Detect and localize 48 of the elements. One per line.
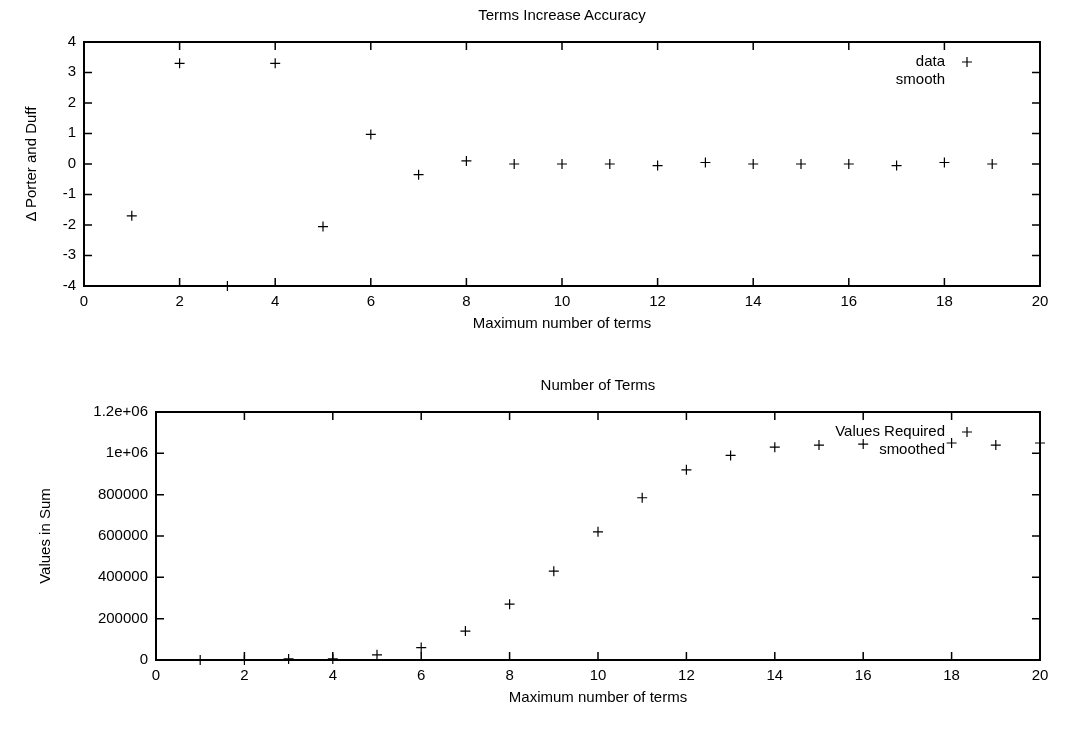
x-tick-label: 18 (936, 292, 953, 309)
x-axis-title: Maximum number of terms (472, 314, 652, 331)
x-tick-label: 2 (240, 666, 249, 683)
x-tick-label: 8 (505, 666, 514, 683)
text: smoothed (879, 439, 945, 457)
x-tick-label: 8 (462, 292, 471, 309)
y-tick-label: 1 (67, 123, 76, 141)
x-tick-label: 14 (744, 292, 762, 309)
x-tick-label: 6 (417, 666, 426, 683)
x-tick-label: 16 (840, 292, 858, 309)
x-tick-label: 18 (943, 666, 960, 683)
y-tick-label: -3 (62, 245, 76, 263)
y-tick-label: -4 (62, 275, 76, 293)
x-tick-label: 4 (271, 292, 280, 309)
y-tick-label: 600000 (97, 525, 148, 543)
y-tick-label: 1.2e+06 (93, 401, 148, 419)
x-tick-label: 4 (328, 666, 337, 683)
x-tick-label: 14 (766, 666, 784, 683)
y-tick-label: 4 (67, 31, 76, 49)
y-tick-label: -2 (62, 214, 76, 232)
chart-title: Terms Increase Accuracy (478, 6, 647, 23)
y-tick-label: 2 (67, 92, 76, 110)
y-tick-label: 400000 (97, 567, 148, 585)
legend-label: data (915, 51, 946, 69)
chart-title: Number of Terms (540, 376, 656, 393)
x-tick-label: 12 (649, 292, 666, 309)
y-tick-label: 0 (67, 153, 76, 171)
x-tick-label: 10 (589, 666, 607, 683)
x-tick-label: 10 (553, 292, 571, 309)
text: smooth (895, 69, 945, 87)
x-tick-label: 12 (678, 666, 695, 683)
x-tick-label: 0 (79, 292, 89, 309)
y-tick-label: -1 (62, 184, 76, 202)
y-tick-label: 1e+06 (105, 443, 148, 461)
x-tick-label: 0 (151, 666, 161, 683)
x-tick-label: 2 (175, 292, 184, 309)
y-tick-label: 200000 (97, 608, 148, 626)
x-tick-label: 6 (366, 292, 375, 309)
y-tick-label: 3 (67, 62, 76, 80)
x-tick-label: 16 (854, 666, 872, 683)
y-axis-title: Δ Porter and Duff (22, 105, 39, 222)
y-tick-label: 800000 (97, 484, 148, 502)
x-tick-label: 20 (1031, 666, 1049, 683)
x-tick-label: 20 (1031, 292, 1049, 309)
y-axis-title: Values in Sum (36, 488, 53, 584)
x-axis-title: Maximum number of terms (508, 688, 688, 705)
legend-label: Values Required (835, 421, 945, 439)
y-tick-label: 0 (139, 649, 148, 667)
